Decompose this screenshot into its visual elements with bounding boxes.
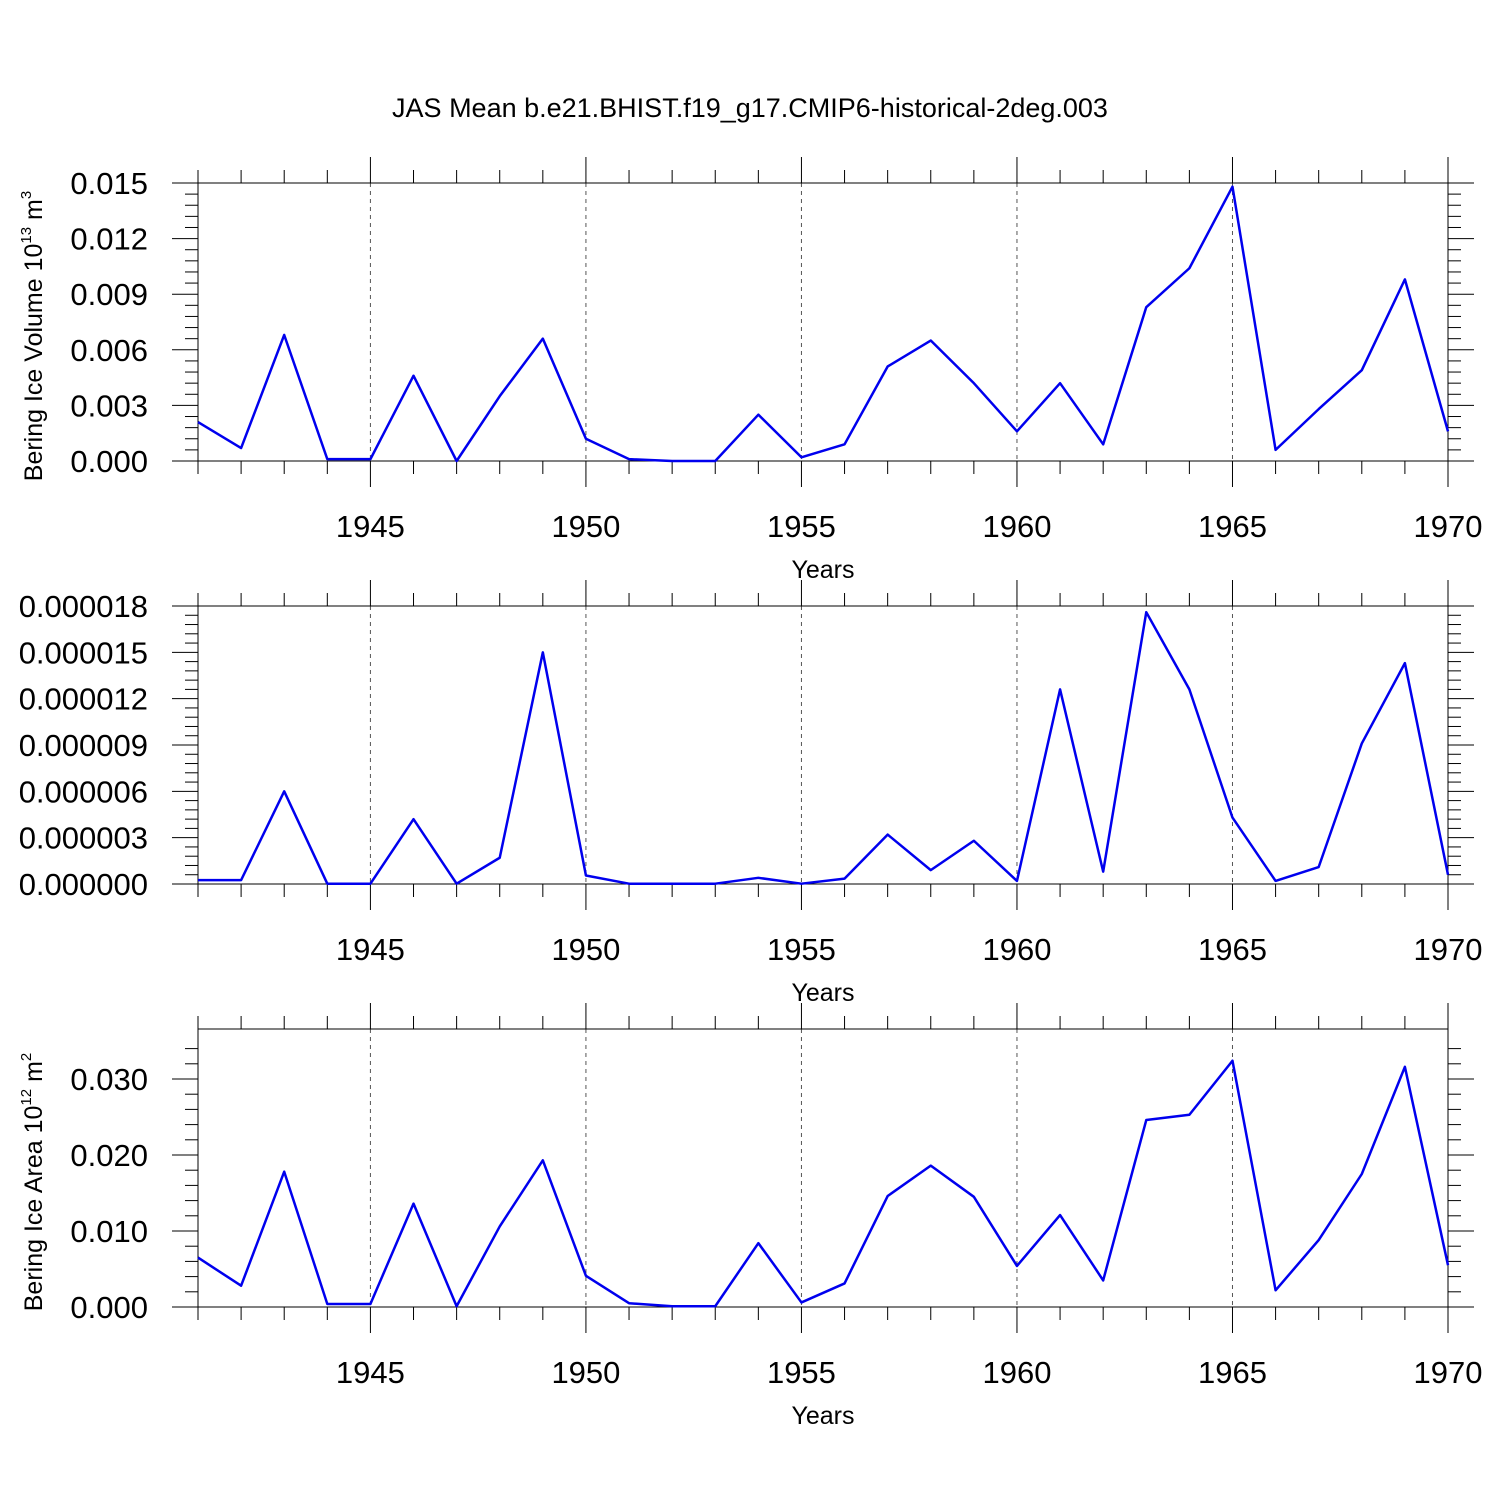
y-tick-label: 0.000012 (19, 682, 148, 717)
y-tick-label: 0.006 (70, 333, 148, 368)
y-tick-label: 0.000006 (19, 774, 148, 809)
x-tick-label: 1950 (551, 1355, 620, 1390)
y-axis-label-unit-exponent: 3 (18, 191, 35, 199)
y-axis-label-text: Bering Ice Area 10 (20, 1106, 48, 1312)
plot-frame (197, 605, 1449, 885)
x-tick-label: 1965 (1198, 932, 1267, 967)
x-tick-label: 1965 (1198, 509, 1267, 544)
y-tick-label: 0.000018 (19, 589, 148, 624)
x-tick-label: 1950 (551, 932, 620, 967)
x-axis-label: Years (791, 1402, 854, 1430)
x-axis-label: Years (791, 556, 854, 584)
y-tick-label: 0.012 (70, 222, 148, 257)
y-tick-label: 0.000 (70, 1290, 148, 1325)
y-tick-label: 0.009 (70, 277, 148, 312)
y-axis-label-unit: m (20, 1061, 48, 1089)
x-tick-label: 1970 (1414, 1355, 1483, 1390)
y-axis-label-exponent: 12 (18, 1089, 35, 1106)
x-tick-label: 1970 (1414, 509, 1483, 544)
y-tick-label: 0.010 (70, 1214, 148, 1249)
y-tick-label: 0.000003 (19, 821, 148, 856)
series-line (197, 185, 1450, 463)
x-tick-label: 1945 (336, 1355, 405, 1390)
y-tick-label: 0.000 (70, 444, 148, 479)
figure-title: JAS Mean b.e21.BHIST.f19_g17.CMIP6-histo… (392, 93, 1108, 123)
y-axis-label-text: Bering Ice Volume 10 (20, 244, 48, 482)
y-tick-label: 0.030 (70, 1062, 148, 1097)
x-tick-label: 1955 (767, 932, 836, 967)
x-tick-label: 1945 (336, 932, 405, 967)
y-tick-label: 0.020 (70, 1138, 148, 1173)
x-tick-label: 1960 (982, 509, 1051, 544)
x-tick-label: 1960 (982, 1355, 1051, 1390)
panel-3: 1945 1950 1955 1960 1965 1970 0.000 0.010 0.020 0… (18, 1003, 1482, 1430)
y-tick-label: 0.000000 (19, 867, 148, 902)
x-axis-label: Years (791, 979, 854, 1007)
y-axis-label: Bering Ice Volume 1013 m3 (18, 191, 48, 481)
plot-frame (197, 182, 1449, 462)
y-tick-label: 0.000015 (19, 635, 148, 670)
x-tick-label: 1950 (551, 509, 620, 544)
x-tick-label: 1965 (1198, 1355, 1267, 1390)
x-tick-label: 1955 (767, 509, 836, 544)
x-tick-label: 1960 (982, 932, 1051, 967)
panel-1: 1945 1950 1955 1960 1965 1970 0.000 0.003 0.006 0… (18, 157, 1482, 584)
y-tick-label: 0.003 (70, 388, 148, 423)
x-tick-label: 1955 (767, 1355, 836, 1390)
y-tick-label: 0.000009 (19, 728, 148, 763)
panel-2: 1945 1950 1955 1960 1965 1970 0.000000 0.000003… (19, 580, 1483, 1007)
plot-frame (197, 1028, 1449, 1308)
x-tick-label: 1945 (336, 509, 405, 544)
y-axis-label: Bering Ice Area 1012 m2 (18, 1053, 48, 1312)
series-line (198, 610, 1450, 885)
x-tick-label: 1970 (1414, 932, 1483, 967)
y-axis-label-unit-exponent: 2 (18, 1053, 35, 1061)
y-axis-label-exponent: 13 (18, 227, 35, 244)
series-line (197, 1059, 1450, 1308)
y-tick-label: 0.015 (70, 166, 148, 201)
y-axis-label-unit: m (20, 199, 48, 227)
